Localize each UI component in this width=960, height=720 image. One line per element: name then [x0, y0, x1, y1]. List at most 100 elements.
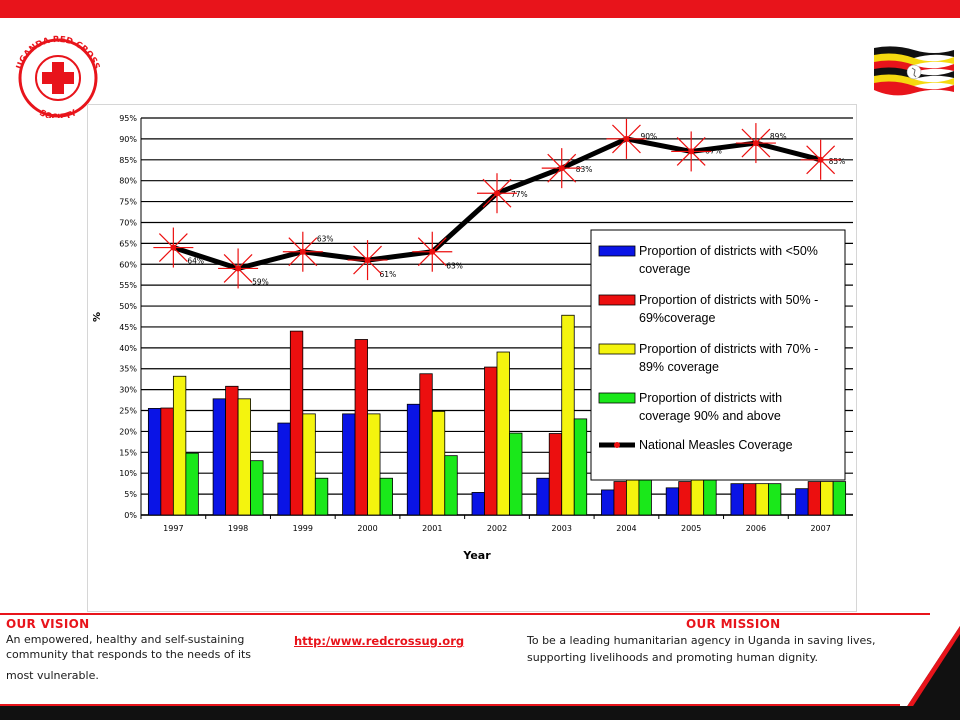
footer-divider	[0, 613, 930, 615]
legend-swatch	[598, 343, 636, 355]
y-tick-label: 25%	[119, 407, 137, 416]
bar	[548, 433, 563, 516]
x-tick-label: 2003	[552, 524, 572, 533]
bar	[730, 483, 744, 516]
data-label: 63%	[317, 235, 334, 244]
y-axis-title: %	[92, 312, 103, 322]
legend-swatch	[598, 392, 636, 404]
vision-title: OUR VISION	[6, 617, 90, 631]
x-tick-label: 2006	[746, 524, 766, 533]
bar	[431, 410, 446, 516]
legend-swatch	[598, 245, 636, 257]
y-tick-label: 75%	[119, 198, 137, 207]
line-marker	[218, 248, 259, 289]
data-label: 64%	[187, 257, 204, 266]
chart-area: 0% 5% 10% 15% 20% 25% 30% 35% 40% 45% 50% 55% 60% 65%…	[87, 104, 857, 612]
data-label: 89%	[770, 132, 787, 141]
x-axis-title: Year	[462, 549, 491, 562]
bar	[250, 460, 264, 516]
data-label: 59%	[252, 277, 269, 286]
line-marker	[800, 139, 841, 180]
y-tick-label: 15%	[119, 448, 137, 457]
bar	[820, 481, 834, 516]
bar	[160, 407, 174, 516]
legend-line-marker	[614, 442, 620, 448]
bar	[471, 492, 485, 516]
y-tick-label: 90%	[119, 135, 137, 144]
y-tick-label: 0%	[124, 511, 137, 520]
y-tick-label: 80%	[119, 177, 137, 186]
legend-label: National Measles Coverage	[639, 438, 793, 452]
x-tick-label: 2001	[422, 524, 442, 533]
top-red-bar	[0, 0, 960, 18]
vision-text-line1: An empowered, healthy and self-sustainin…	[6, 633, 252, 661]
line-marker	[153, 227, 194, 268]
y-tick-label: 40%	[119, 344, 137, 353]
legend-swatch	[598, 294, 636, 306]
bar	[212, 398, 226, 516]
x-tick-label: 2004	[616, 524, 636, 533]
bar	[509, 432, 523, 516]
bar	[755, 483, 769, 516]
bar	[147, 408, 162, 516]
bar	[743, 483, 757, 516]
y-tick-label: 70%	[119, 218, 137, 227]
bar	[237, 398, 251, 516]
red-cross-logo: UGANDA RED CROSS SOCIETY	[15, 35, 102, 118]
line-marker	[541, 148, 582, 189]
y-tick-label: 95%	[119, 114, 137, 123]
line-marker	[477, 173, 517, 214]
x-tick-label: 1997	[163, 524, 183, 533]
legend-label: Proportion of districts with 70% -89% co…	[639, 342, 818, 374]
bar	[795, 488, 809, 516]
bar	[626, 476, 640, 516]
corner-decoration	[898, 626, 960, 720]
website-link[interactable]: http:/www.redcrossug.org	[294, 634, 465, 648]
bar	[690, 476, 705, 516]
mission-title: OUR MISSION	[686, 617, 781, 631]
bar	[289, 330, 304, 516]
vision-text: An empowered, healthy and self-sustainin…	[6, 632, 291, 683]
x-tick-label: 2002	[487, 524, 507, 533]
bar	[354, 339, 368, 516]
bar	[185, 452, 199, 516]
y-tick-label: 30%	[119, 386, 137, 395]
bar	[379, 477, 393, 516]
data-label: 90%	[640, 132, 657, 141]
bottom-black-bar	[0, 706, 960, 720]
bar	[638, 476, 652, 516]
y-tick-label: 20%	[119, 427, 137, 436]
legend-label: Proportion of districts with <50% coverag…	[639, 244, 818, 276]
data-label: 63%	[446, 262, 463, 271]
x-tick-label: 2000	[357, 524, 377, 533]
bar	[832, 481, 847, 516]
coverage-chart: 0% 5% 10% 15% 20% 25% 30% 35% 40% 45% 50% 55% 60% 65%…	[92, 114, 853, 562]
x-tick-label: 1999	[293, 524, 313, 533]
y-tick-label: 65%	[119, 239, 137, 248]
bar	[342, 413, 356, 516]
data-label: 85%	[829, 157, 846, 166]
bar	[314, 477, 329, 516]
y-tick-label: 55%	[119, 281, 137, 290]
bar	[573, 418, 588, 516]
bar	[768, 483, 782, 516]
vision-text-line2: most vulnerable.	[6, 669, 99, 682]
y-tick-label: 50%	[119, 302, 137, 311]
bar	[536, 477, 550, 516]
y-tick-label: 45%	[119, 323, 137, 332]
bar	[703, 476, 717, 516]
bar	[665, 487, 680, 516]
x-tick-label: 1998	[228, 524, 248, 533]
y-tick-label: 85%	[119, 156, 137, 165]
bar	[807, 481, 822, 516]
y-tick-label: 10%	[119, 469, 137, 478]
data-label: 83%	[576, 165, 593, 174]
bar	[277, 422, 291, 516]
bar	[496, 351, 510, 516]
data-label: 87%	[705, 146, 722, 155]
legend-label: Proportion of districts with 50% -69%cov…	[639, 293, 818, 325]
bar	[561, 314, 575, 516]
bar	[444, 455, 458, 516]
line-marker	[412, 231, 453, 272]
bar	[419, 373, 433, 516]
